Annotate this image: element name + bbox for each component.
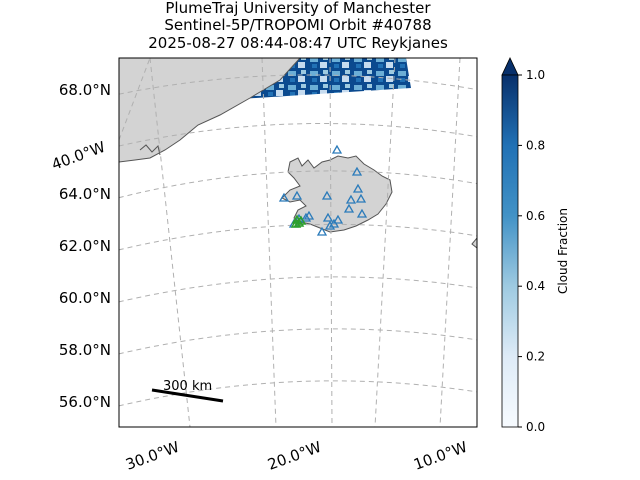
latitude-gridlines <box>119 74 477 407</box>
volcano-marker <box>322 212 334 222</box>
lon-label-30w: 30.0°W <box>123 438 182 474</box>
colorbar-tick-label: 0.0 <box>526 420 545 434</box>
greenland-landmass <box>119 58 301 163</box>
volcano-marker <box>300 212 312 222</box>
greenland-coast-detail <box>139 144 161 156</box>
lat-label-62: 62.0°N <box>59 237 111 255</box>
volcano-marker <box>328 218 340 228</box>
volcano-marker <box>331 144 343 154</box>
volcano-marker <box>316 226 328 236</box>
lat-label-58: 58.0°N <box>59 341 111 359</box>
lon-label-20w: 20.0°W <box>265 438 324 474</box>
colorbar-tick-label: 0.8 <box>526 138 545 152</box>
colorbar-tick-label: 0.2 <box>526 350 545 364</box>
vent-markers <box>290 214 307 228</box>
volcano-markers <box>278 144 368 236</box>
title-line-3: 2025-08-27 08:44-08:47 UTC Reykjanes <box>148 34 448 52</box>
volcano-marker <box>291 190 303 200</box>
volcano-marker <box>351 166 363 176</box>
colorbar-gradient <box>501 74 519 428</box>
scale-bar <box>151 388 224 403</box>
lat-label-56: 56.0°N <box>59 393 111 411</box>
volcano-marker <box>355 193 367 203</box>
volcano-marker <box>278 192 290 202</box>
vent-marker <box>290 218 302 228</box>
title-line-1: PlumeTraj University of Manchester <box>165 0 431 17</box>
coast-fragment <box>471 237 477 249</box>
colorbar-extend-arrow <box>501 57 519 76</box>
title-line-2: Sentinel-5P/TROPOMI Orbit #40788 <box>164 16 432 34</box>
map-frame <box>118 57 478 428</box>
lat-label-60: 60.0°N <box>59 289 111 307</box>
volcano-marker <box>332 214 344 224</box>
volcano-marker <box>356 208 368 218</box>
volcano-marker <box>321 190 333 200</box>
scale-bar-label: 300 km <box>163 379 212 394</box>
lat-label-64: 64.0°N <box>59 185 111 203</box>
lon-label-10w: 10.0°W <box>411 438 470 474</box>
longitude-gridlines <box>119 58 461 427</box>
colorbar-label: Cloud Fraction <box>556 208 570 294</box>
colorbar-tick-label: 0.6 <box>526 209 545 223</box>
lat-label-68: 68.0°N <box>59 81 111 99</box>
map-area <box>119 58 477 427</box>
volcano-marker <box>343 203 355 213</box>
lon-label-40w: 40.0°W <box>49 138 108 174</box>
volcano-marker <box>345 194 357 204</box>
volcano-marker <box>324 220 336 230</box>
colorbar: 0.0 0.2 0.4 0.6 0.8 1.0 Cloud Fraction <box>501 57 570 434</box>
colorbar-tick-label: 0.4 <box>526 279 545 293</box>
volcano-marker <box>352 183 364 193</box>
colorbar-tick-label: 1.0 <box>526 68 545 82</box>
